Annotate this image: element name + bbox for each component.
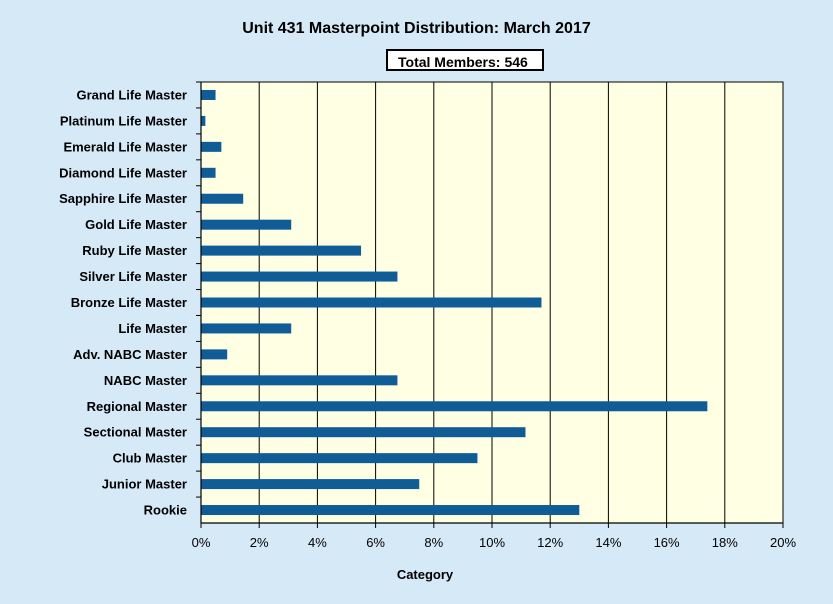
category-label: Adv. NABC Master	[73, 347, 187, 362]
bar	[201, 141, 222, 152]
x-tick-label: 12%	[537, 535, 563, 550]
category-label: Silver Life Master	[79, 269, 187, 284]
category-label: Life Master	[118, 321, 187, 336]
category-label: Platinum Life Master	[60, 113, 187, 128]
bar	[201, 271, 398, 282]
bar	[201, 479, 420, 490]
category-label: Club Master	[113, 451, 187, 466]
total-members-value: 546	[504, 54, 528, 70]
category-label: Sapphire Life Master	[59, 191, 187, 206]
category-label: Emerald Life Master	[63, 139, 187, 154]
category-label: Grand Life Master	[76, 87, 187, 102]
category-label: Sectional Master	[84, 425, 187, 440]
bar	[201, 115, 206, 126]
x-tick-label: 10%	[479, 535, 505, 550]
bar	[201, 323, 292, 334]
category-label: Bronze Life Master	[71, 295, 187, 310]
category-label: Diamond Life Master	[59, 165, 187, 180]
plot-border	[200, 81, 784, 524]
bar	[201, 167, 216, 178]
x-tick-label: 2%	[250, 535, 269, 550]
category-label: Ruby Life Master	[82, 243, 187, 258]
bar	[201, 401, 708, 412]
bar	[201, 375, 398, 386]
total-members-box: Total Members: 546	[386, 49, 544, 71]
x-tick-label: 20%	[770, 535, 796, 550]
bar	[201, 245, 362, 256]
x-tick-label: 8%	[424, 535, 443, 550]
bar	[201, 505, 580, 516]
x-tick-label: 16%	[654, 535, 680, 550]
category-label: NABC Master	[104, 373, 187, 388]
category-label: Junior Master	[102, 477, 187, 492]
x-tick-label: 4%	[308, 535, 327, 550]
category-label: Rookie	[144, 503, 187, 518]
x-axis-label: Category	[397, 567, 454, 582]
category-label: Regional Master	[87, 399, 187, 414]
bar	[201, 453, 478, 464]
x-tick-label: 18%	[712, 535, 738, 550]
bar	[201, 219, 292, 230]
x-tick-label: 0%	[192, 535, 211, 550]
chart-title: Unit 431 Masterpoint Distribution: March…	[242, 20, 591, 37]
x-tick-label: 14%	[595, 535, 621, 550]
bar	[201, 427, 526, 438]
bar	[201, 297, 542, 308]
bar	[201, 349, 228, 360]
category-label: Gold Life Master	[85, 217, 187, 232]
total-members-label: Total Members:	[398, 54, 501, 70]
x-tick-label: 6%	[366, 535, 385, 550]
bar	[201, 193, 244, 204]
bar	[201, 89, 216, 100]
